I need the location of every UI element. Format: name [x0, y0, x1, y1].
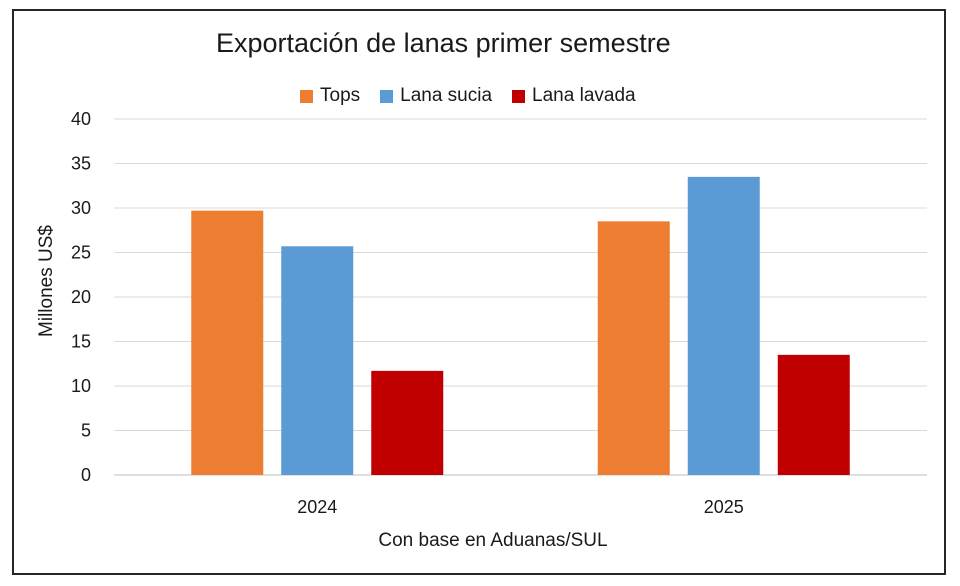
- y-tick-label: 15: [71, 332, 91, 352]
- legend-label-lana-lavada: Lana lavada: [532, 85, 636, 106]
- chart-legend: Tops Lana sucia Lana lavada: [300, 84, 656, 108]
- y-tick-label: 25: [71, 243, 91, 263]
- legend-item-lana-lavada: Lana lavada: [512, 85, 636, 107]
- y-tick-label: 5: [81, 421, 91, 441]
- x-tick-label-2024: 2024: [297, 497, 337, 517]
- legend-item-tops: Tops: [300, 85, 360, 107]
- y-tick-label: 40: [71, 109, 91, 129]
- x-axis-title: Con base en Aduanas/SUL: [378, 530, 607, 551]
- chart-frame: [12, 9, 946, 575]
- bar-lana-lavada-2024: [371, 370, 444, 475]
- x-axis-ticks: 2024 2025: [297, 497, 744, 517]
- legend-label-lana-sucia: Lana sucia: [400, 85, 493, 106]
- y-tick-label: 35: [71, 154, 91, 174]
- y-axis-title: Millones US$: [36, 225, 57, 337]
- legend-swatch-tops: [300, 89, 313, 103]
- x-tick-label-2025: 2025: [704, 497, 744, 517]
- legend-swatch-lana-sucia: [380, 89, 394, 103]
- legend-label-tops: Tops: [320, 85, 361, 106]
- y-axis-ticks: 0 5 10 15 20 25 30 35 40: [71, 109, 91, 485]
- bar-tops-2025: [597, 221, 670, 475]
- bar-tops-2024: [191, 210, 264, 476]
- y-tick-label: 30: [71, 198, 91, 218]
- bar-lana-sucia-2025: [687, 176, 760, 475]
- bars: [191, 176, 850, 476]
- legend-swatch-lana-lavada: [512, 89, 526, 103]
- bar-lana-lavada-2025: [777, 354, 850, 475]
- y-tick-label: 0: [81, 465, 91, 485]
- y-tick-label: 10: [71, 376, 91, 396]
- bar-lana-sucia-2024: [281, 246, 354, 475]
- legend-item-lana-sucia: Lana sucia: [380, 85, 492, 107]
- y-tick-label: 20: [71, 287, 91, 307]
- chart-title: Exportación de lanas primer semestre: [216, 28, 671, 58]
